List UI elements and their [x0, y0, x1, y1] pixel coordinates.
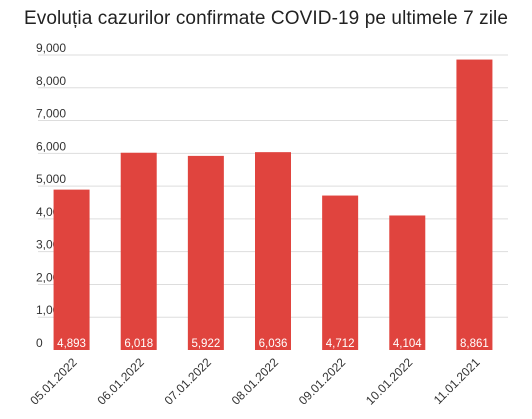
- x-tick-label: 08.01.2022: [229, 355, 282, 408]
- data-label: 4,893: [57, 338, 86, 350]
- bar: [389, 215, 426, 350]
- data-label: 4,712: [326, 338, 355, 350]
- data-labels: 4,893 6,018 5,922 6,036 4,712 4,104 8,861: [57, 338, 489, 350]
- x-tick-label: 10.01.2022: [363, 355, 416, 408]
- chart-title: Evoluția cazurilor confirmate COVID-19 p…: [23, 8, 509, 29]
- data-label: 5,922: [191, 338, 220, 350]
- y-tick-label: 5,000: [36, 172, 66, 186]
- data-label: 4,104: [393, 338, 422, 350]
- y-tick-label: 9,000: [36, 41, 66, 55]
- bar: [53, 189, 90, 350]
- bar: [255, 152, 291, 350]
- bar: [322, 195, 359, 350]
- data-label: 6,018: [124, 338, 153, 350]
- bars: [53, 59, 493, 350]
- bar: [456, 59, 493, 350]
- bar: [120, 152, 157, 350]
- y-tick-label: 6,000: [36, 139, 66, 153]
- y-tick-label: 8,000: [36, 74, 66, 88]
- bar: [187, 155, 224, 350]
- data-label: 8,861: [460, 338, 489, 350]
- x-tick-label: 05.01.2022: [27, 355, 80, 408]
- x-tick-label: 09.01.2022: [296, 355, 349, 408]
- x-tick-label: 06.01.2022: [94, 355, 147, 408]
- data-label: 6,036: [259, 338, 288, 350]
- x-axis-ticks: 05.01.2022 06.01.2022 07.01.2022 08.01.2022…: [27, 355, 482, 408]
- y-tick-label: 7,000: [36, 107, 66, 121]
- x-tick-label: 11.01.2021: [431, 355, 483, 407]
- y-tick-label: 0: [36, 336, 43, 350]
- x-tick-label: 07.01.2022: [162, 355, 215, 408]
